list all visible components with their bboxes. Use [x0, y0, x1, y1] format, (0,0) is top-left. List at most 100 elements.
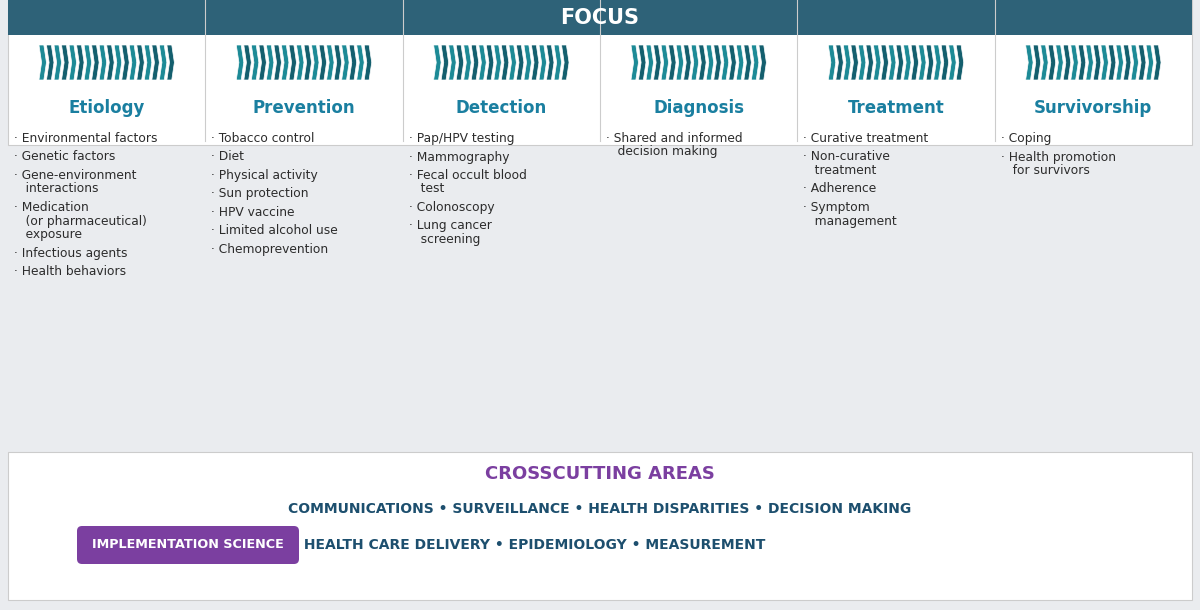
Polygon shape: [356, 45, 364, 80]
Text: · Curative treatment: · Curative treatment: [803, 132, 929, 145]
Polygon shape: [100, 45, 107, 80]
Text: for survivors: for survivors: [1001, 164, 1090, 177]
Text: treatment: treatment: [803, 164, 877, 177]
Polygon shape: [38, 45, 47, 80]
Text: · Sun protection: · Sun protection: [211, 187, 308, 201]
Polygon shape: [1086, 45, 1093, 80]
Polygon shape: [728, 45, 737, 80]
Text: · Symptom: · Symptom: [803, 201, 870, 214]
Polygon shape: [289, 45, 296, 80]
Text: IMPLEMENTATION SCIENCE: IMPLEMENTATION SCIENCE: [92, 539, 284, 551]
Polygon shape: [509, 45, 516, 80]
Polygon shape: [259, 45, 266, 80]
Text: · Health behaviors: · Health behaviors: [14, 265, 126, 278]
Polygon shape: [486, 45, 494, 80]
Polygon shape: [91, 45, 100, 80]
Polygon shape: [836, 45, 844, 80]
Polygon shape: [691, 45, 698, 80]
Polygon shape: [1100, 45, 1109, 80]
Polygon shape: [137, 45, 144, 80]
Text: · Lung cancer: · Lung cancer: [409, 220, 492, 232]
Polygon shape: [684, 45, 691, 80]
Polygon shape: [449, 45, 456, 80]
Text: · Fecal occult blood: · Fecal occult blood: [409, 169, 527, 182]
FancyBboxPatch shape: [8, 0, 1192, 145]
Polygon shape: [1093, 45, 1100, 80]
Polygon shape: [676, 45, 684, 80]
Text: · Gene-environment: · Gene-environment: [14, 169, 137, 182]
Polygon shape: [304, 45, 312, 80]
Polygon shape: [160, 45, 167, 80]
Text: FOCUS: FOCUS: [560, 7, 640, 27]
Polygon shape: [539, 45, 546, 80]
Text: · Infectious agents: · Infectious agents: [14, 246, 127, 259]
Polygon shape: [866, 45, 874, 80]
Polygon shape: [896, 45, 904, 80]
Polygon shape: [1026, 45, 1033, 80]
Polygon shape: [1048, 45, 1056, 80]
Polygon shape: [554, 45, 562, 80]
Text: · Limited alcohol use: · Limited alcohol use: [211, 224, 338, 237]
Polygon shape: [638, 45, 646, 80]
Polygon shape: [114, 45, 121, 80]
Text: · Colonoscopy: · Colonoscopy: [409, 201, 494, 214]
Polygon shape: [516, 45, 524, 80]
Polygon shape: [342, 45, 349, 80]
Polygon shape: [744, 45, 751, 80]
Polygon shape: [858, 45, 866, 80]
FancyBboxPatch shape: [77, 526, 299, 564]
Polygon shape: [1063, 45, 1070, 80]
Polygon shape: [668, 45, 676, 80]
Polygon shape: [904, 45, 911, 80]
Text: COMMUNICATIONS • SURVEILLANCE • HEALTH DISPARITIES • DECISION MAKING: COMMUNICATIONS • SURVEILLANCE • HEALTH D…: [288, 502, 912, 516]
Polygon shape: [1033, 45, 1040, 80]
Text: Treatment: Treatment: [847, 99, 944, 117]
Text: · Mammography: · Mammography: [409, 151, 509, 163]
Polygon shape: [326, 45, 334, 80]
Polygon shape: [152, 45, 160, 80]
Polygon shape: [1109, 45, 1116, 80]
Polygon shape: [456, 45, 463, 80]
Polygon shape: [54, 45, 61, 80]
Polygon shape: [107, 45, 114, 80]
Polygon shape: [949, 45, 956, 80]
Polygon shape: [934, 45, 941, 80]
Polygon shape: [349, 45, 356, 80]
Text: interactions: interactions: [14, 182, 98, 195]
Polygon shape: [751, 45, 758, 80]
Text: Etiology: Etiology: [68, 99, 145, 117]
Polygon shape: [70, 45, 77, 80]
Polygon shape: [844, 45, 851, 80]
Polygon shape: [1056, 45, 1063, 80]
Text: · Environmental factors: · Environmental factors: [14, 132, 157, 145]
Polygon shape: [654, 45, 661, 80]
Polygon shape: [737, 45, 744, 80]
Polygon shape: [941, 45, 949, 80]
Text: (or pharmaceutical): (or pharmaceutical): [14, 215, 146, 228]
Polygon shape: [266, 45, 274, 80]
Text: · HPV vaccine: · HPV vaccine: [211, 206, 295, 219]
Polygon shape: [472, 45, 479, 80]
Polygon shape: [364, 45, 372, 80]
Text: · Pap/HPV testing: · Pap/HPV testing: [409, 132, 514, 145]
Polygon shape: [562, 45, 569, 80]
Text: · Genetic factors: · Genetic factors: [14, 151, 115, 163]
Polygon shape: [881, 45, 888, 80]
Polygon shape: [721, 45, 728, 80]
Polygon shape: [121, 45, 130, 80]
Polygon shape: [546, 45, 554, 80]
Polygon shape: [502, 45, 509, 80]
Polygon shape: [282, 45, 289, 80]
Polygon shape: [1153, 45, 1162, 80]
Polygon shape: [244, 45, 251, 80]
Text: CROSSCUTTING AREAS: CROSSCUTTING AREAS: [485, 465, 715, 483]
Polygon shape: [84, 45, 91, 80]
Text: · Chemoprevention: · Chemoprevention: [211, 243, 329, 256]
Polygon shape: [236, 45, 244, 80]
Text: · Diet: · Diet: [211, 151, 245, 163]
Polygon shape: [77, 45, 84, 80]
Text: · Adherence: · Adherence: [803, 182, 876, 195]
Text: HEALTH CARE DELIVERY • EPIDEMIOLOGY • MEASUREMENT: HEALTH CARE DELIVERY • EPIDEMIOLOGY • ME…: [299, 538, 766, 552]
Polygon shape: [334, 45, 342, 80]
Polygon shape: [296, 45, 304, 80]
